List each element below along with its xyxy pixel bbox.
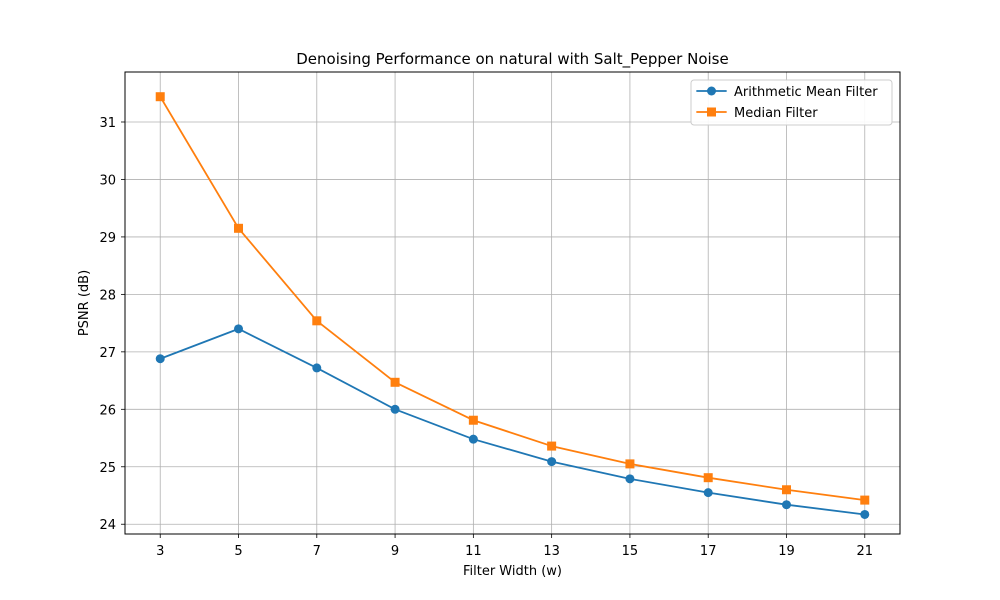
data-point [234,223,244,233]
series-arithmetic-mean-filter [155,324,870,519]
data-point [390,377,400,387]
data-point [703,488,713,498]
x-tick-label: 21 [856,544,873,559]
legend-square-marker [707,107,716,117]
data-point [155,92,165,102]
x-tick-label: 11 [465,544,482,559]
y-tick-label: 28 [99,288,116,303]
data-point [781,500,791,510]
x-tick-label: 13 [543,544,560,559]
x-tick-label: 9 [391,544,399,559]
x-axis: 3 5 7 9 11 13 15 17 19 21 [156,534,873,559]
x-axis-label: Filter Width (w) [463,564,562,579]
data-point [781,485,791,495]
x-tick-label: 19 [778,544,795,559]
legend: Arithmetic Mean Filter Median Filter [690,79,893,126]
x-tick-label: 3 [156,544,164,559]
data-point [860,495,870,505]
y-axis-label: PSNR (dB) [77,270,92,336]
plot-frame [124,71,901,535]
data-point [312,316,322,326]
x-tick-label: 5 [234,544,242,559]
data-point [468,415,478,425]
chart-title: Denoising Performance on natural with Sa… [296,50,728,69]
data-point [547,457,557,467]
plot-area [125,72,900,534]
data-point [860,509,870,519]
data-point [625,459,635,469]
legend-box [690,79,893,126]
y-tick-label: 29 [99,231,116,246]
y-tick-label: 25 [99,461,116,476]
legend-circle-marker [707,86,716,96]
data-point [390,404,400,414]
series-layer [155,92,870,519]
y-tick-label: 30 [99,173,116,188]
legend-label: Median Filter [734,106,818,121]
grid-layer [125,72,900,534]
data-point [547,441,557,451]
y-tick-label: 26 [99,403,116,418]
data-point [234,324,244,334]
series-line-arithmetic-mean-filter [159,327,866,516]
y-tick-label: 27 [99,346,116,361]
legend-item-arithmetic-mean-filter: Arithmetic Mean Filter [696,85,878,100]
legend-item-median-filter: Median Filter [696,106,818,121]
data-point [468,434,478,444]
data-point [312,363,322,373]
y-tick-label: 24 [99,518,116,533]
data-point [625,474,635,484]
x-tick-label: 17 [700,544,717,559]
x-tick-label: 15 [622,544,639,559]
data-point [703,473,713,483]
x-tick-label: 7 [313,544,321,559]
data-point [155,354,165,364]
legend-label: Arithmetic Mean Filter [734,85,878,100]
series-line-median-filter [159,95,866,502]
series-median-filter [155,92,870,505]
y-axis: 24 25 26 27 28 29 30 31 [99,116,125,533]
y-tick-label: 31 [99,116,116,131]
